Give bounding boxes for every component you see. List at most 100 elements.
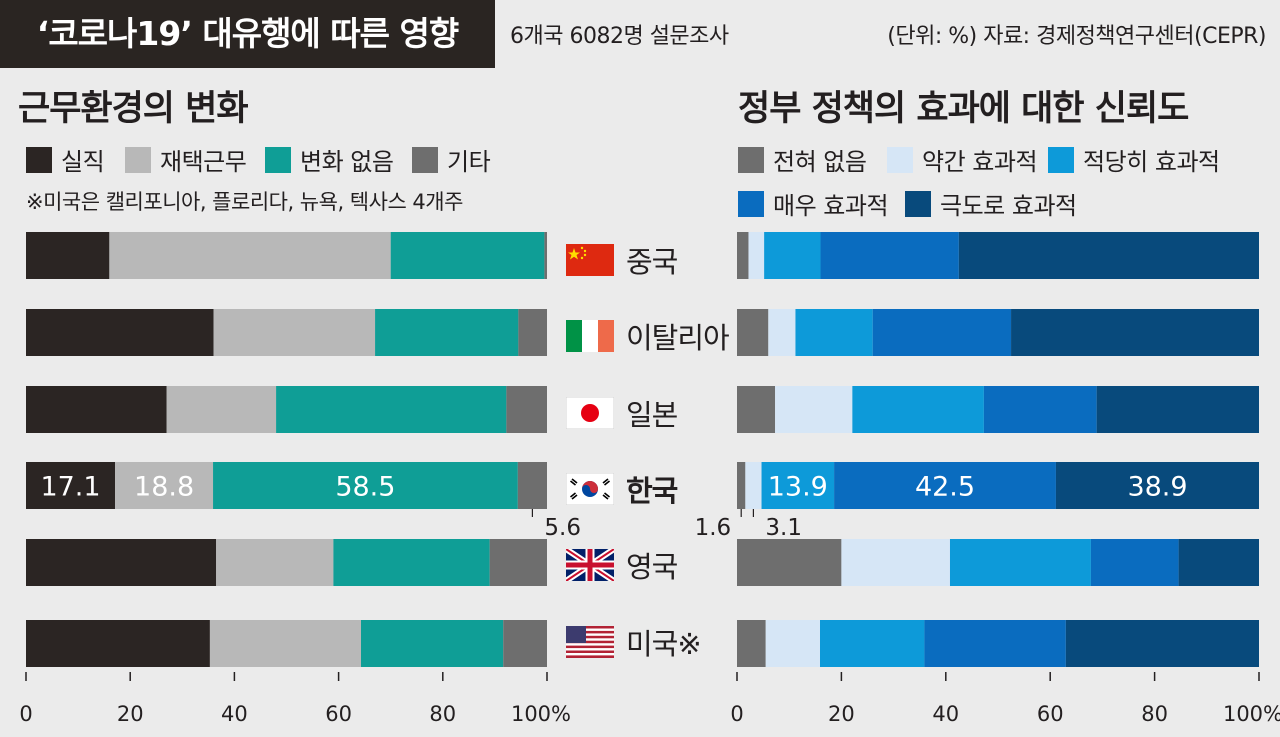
legend-swatch (738, 146, 764, 173)
legend-label: 극도로 효과적 (940, 192, 1077, 220)
legend-label: 적당히 효과적 (1083, 148, 1220, 176)
legend-label: 약간 효과적 (922, 148, 1038, 176)
axis-tick-label: 0 (19, 702, 32, 726)
bar-segment (737, 462, 746, 509)
bar-segment (375, 309, 519, 356)
legend-swatch (905, 190, 931, 217)
country-label-uk: 영국 (566, 547, 716, 584)
bar-segment (518, 309, 548, 356)
country-label-china: 중국 (566, 242, 716, 279)
axis-tick-label: 40 (932, 702, 959, 726)
bar-segment (841, 539, 950, 586)
axis-tick-label: 0 (730, 702, 743, 726)
data-label: 18.8 (134, 472, 194, 503)
legend-label: 변화 없음 (300, 148, 394, 176)
bar-segment (775, 386, 853, 433)
bar-segment (834, 462, 1056, 509)
bar-segment (26, 462, 116, 509)
data-label: 42.5 (915, 472, 975, 503)
bar-segment (852, 386, 984, 433)
us-footnote: ※미국은 캘리포니아, 플로리다, 뉴욕, 텍사스 4개주 (26, 190, 463, 214)
bar-segment (1096, 386, 1259, 433)
bar-segment (26, 539, 217, 586)
bar-segment (1055, 462, 1259, 509)
axis-tick-label: 80 (1141, 702, 1168, 726)
legend-swatch (26, 146, 52, 173)
bar-segment (761, 462, 835, 509)
bar-segment (26, 232, 110, 279)
legend-label: 기타 (447, 148, 491, 176)
legend-swatch (738, 190, 764, 217)
bar-segment (983, 386, 1097, 433)
bar-segment (517, 462, 547, 509)
bar-segment (213, 462, 518, 509)
legend-item-extremely: 극도로 효과적 (905, 186, 1077, 221)
bar-segment (166, 386, 277, 433)
data-label: 5.6 (544, 515, 581, 541)
bar-segment (26, 620, 210, 667)
bar-segment (745, 462, 762, 509)
legend-item-remote-work: 재택근무 (125, 142, 247, 177)
data-label: 58.5 (335, 472, 395, 503)
legend-item-very: 매우 효과적 (738, 186, 889, 221)
bar-segment (216, 539, 334, 586)
country-name: 일본 (626, 398, 678, 432)
bar-segment (506, 386, 547, 433)
country-label-japan: 일본 (566, 395, 716, 432)
country-name: 미국※ (626, 627, 702, 661)
bar-segment (213, 309, 376, 356)
country-label-italy: 이탈리아 (566, 318, 730, 355)
bar-segment (737, 386, 776, 433)
bar-segment (1065, 620, 1259, 667)
survey-subtitle: 6개국 6082명 설문조사 (510, 24, 729, 49)
italy-flag-icon (566, 320, 614, 352)
uk-flag-icon (566, 549, 614, 581)
page-title: ‘코로나19’ 대유행에 따른 영향 (36, 14, 459, 53)
bar-segment (390, 232, 545, 279)
legend-item-moderately: 적당히 효과적 (1048, 142, 1220, 177)
bar-segment (489, 539, 547, 586)
bar-segment (1178, 539, 1259, 586)
country-label-usa: 미국※ (566, 624, 716, 661)
legend-item-no-change: 변화 없음 (265, 142, 394, 177)
bar-segment (765, 620, 820, 667)
bar-segment (361, 620, 504, 667)
country-label-korea: 한국 (566, 471, 716, 508)
left-panel-title: 근무환경의 변화 (18, 89, 249, 129)
country-name: 영국 (626, 550, 678, 584)
country-name: 한국 (626, 474, 678, 508)
source-note: (단위: %) 자료: 경제정책연구센터(CEPR) (887, 24, 1266, 49)
usa-flag-icon (566, 626, 614, 658)
country-name: 이탈리아 (626, 321, 730, 355)
bar-segment (764, 232, 821, 279)
legend-item-other: 기타 (412, 142, 491, 177)
legend-swatch (887, 146, 913, 173)
data-label: 13.9 (768, 472, 828, 503)
bar-segment (949, 539, 1091, 586)
legend-label: 매우 효과적 (773, 192, 889, 220)
bar-segment (503, 620, 547, 667)
bar-segment (109, 232, 391, 279)
legend-item-not-at-all: 전혀 없음 (738, 142, 867, 177)
country-name: 중국 (626, 245, 678, 279)
right-panel-title: 정부 정책의 효과에 대한 신뢰도 (738, 89, 1189, 129)
axis-tick-label: 60 (1037, 702, 1064, 726)
bar-segment (737, 232, 749, 279)
bar-segment (115, 462, 214, 509)
bar-segment (26, 309, 214, 356)
legend-label: 전혀 없음 (773, 148, 867, 176)
data-label: 17.1 (40, 472, 100, 503)
china-flag-icon (566, 244, 614, 276)
bar-segment (872, 309, 1012, 356)
legend-swatch (412, 146, 438, 173)
bar-segment (748, 232, 765, 279)
data-label: 1.6 (695, 515, 732, 541)
axis-tick-label: 80 (429, 702, 456, 726)
bar-segment (1090, 539, 1179, 586)
data-label: 38.9 (1127, 472, 1187, 503)
bar-segment (924, 620, 1066, 667)
bar-segment (768, 309, 796, 356)
bar-segment (1011, 309, 1259, 356)
bar-segment (820, 620, 925, 667)
bar-segment (820, 232, 959, 279)
